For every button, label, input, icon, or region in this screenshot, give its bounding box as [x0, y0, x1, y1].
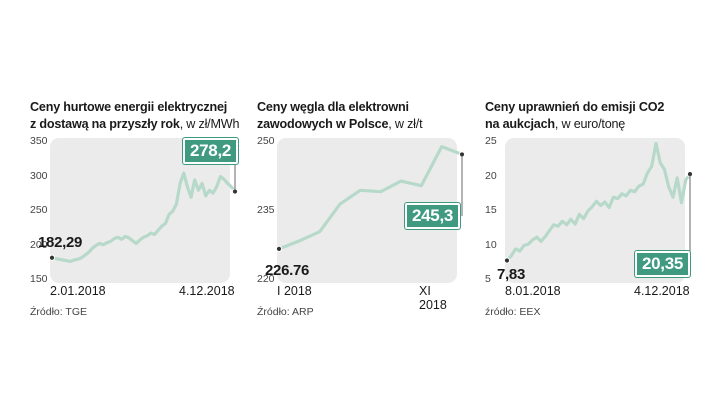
source-note: źródło: EEX	[485, 306, 541, 318]
chart-panel-energy: Ceny hurtowe energii elektrycznej z dosta…	[30, 0, 239, 405]
chart-title-line1: Ceny uprawnień do emisji CO2	[485, 100, 665, 114]
chart-unit: , w euro/tonę	[554, 117, 626, 131]
y-tick-label: 200	[30, 238, 48, 251]
chart-unit: , w zł/t	[388, 117, 423, 131]
source-note: Źródło: TGE	[30, 306, 87, 318]
chart-svg	[48, 151, 239, 263]
chart-title: Ceny węgla dla elektrowni zawodowych w Po…	[257, 99, 467, 133]
chart-svg	[503, 141, 694, 264]
chart-title: Ceny hurtowe energii elektrycznej z dosta…	[30, 99, 240, 133]
y-tick-label: 25	[485, 135, 497, 147]
end-value-badge: 20,35	[635, 251, 691, 277]
start-point	[503, 257, 511, 264]
x-start-label: 8.01.2018	[505, 284, 561, 298]
source-note: Źródło: ARP	[257, 306, 314, 318]
y-tick-label: 10	[485, 238, 497, 251]
chart-title-line2: z dostawą na przyszły rok	[30, 117, 180, 131]
x-end-label: 4.12.2018	[634, 284, 690, 298]
x-start-label: I 2018	[277, 284, 312, 298]
series-line	[505, 141, 692, 262]
start-value-label: 7,83	[497, 266, 525, 283]
chart-panel-co2: Ceny uprawnień do emisji CO2 na aukcjach,…	[485, 0, 694, 405]
chart-title-line1: Ceny hurtowe energii elektrycznej	[30, 100, 228, 114]
chart-unit: , w zł/MWh	[179, 117, 240, 131]
chart-title-line2: zawodowych w Polsce	[257, 117, 389, 131]
end-value-badge: 245,3	[405, 203, 461, 229]
chart-title-line1: Ceny węgla dla elektrowni	[257, 100, 409, 114]
chart-title: Ceny uprawnień do emisji CO2 na aukcjach,…	[485, 99, 695, 133]
series-line	[278, 145, 463, 251]
start-value-label: 182,29	[38, 234, 83, 251]
y-tick-label: 250	[257, 135, 275, 147]
y-tick-label: 350	[30, 135, 48, 147]
x-end-label: XI 2018	[419, 284, 447, 312]
series-line	[51, 171, 237, 263]
start-point	[48, 254, 56, 261]
y-tick-label: 235	[257, 204, 275, 216]
start-point	[275, 245, 283, 253]
y-tick-label: 250	[30, 204, 48, 216]
y-tick-label: 220	[257, 273, 275, 285]
y-tick-label: 300	[30, 169, 48, 182]
y-tick-label: 20	[485, 169, 497, 182]
start-value-label: 226.76	[265, 262, 310, 279]
y-tick-label: 150	[30, 273, 48, 285]
chart-panel-coal: Ceny węgla dla elektrowni zawodowych w Po…	[257, 0, 466, 405]
x-start-label: 2.01.2018	[50, 284, 106, 298]
chart-title-line2: na aukcjach	[485, 117, 555, 131]
x-end-label: 4.12.2018	[179, 284, 235, 298]
y-tick-label: 5	[485, 273, 491, 285]
y-tick-label: 15	[485, 204, 497, 216]
chart-svg	[275, 145, 466, 253]
end-value-badge: 278,2	[183, 138, 239, 164]
